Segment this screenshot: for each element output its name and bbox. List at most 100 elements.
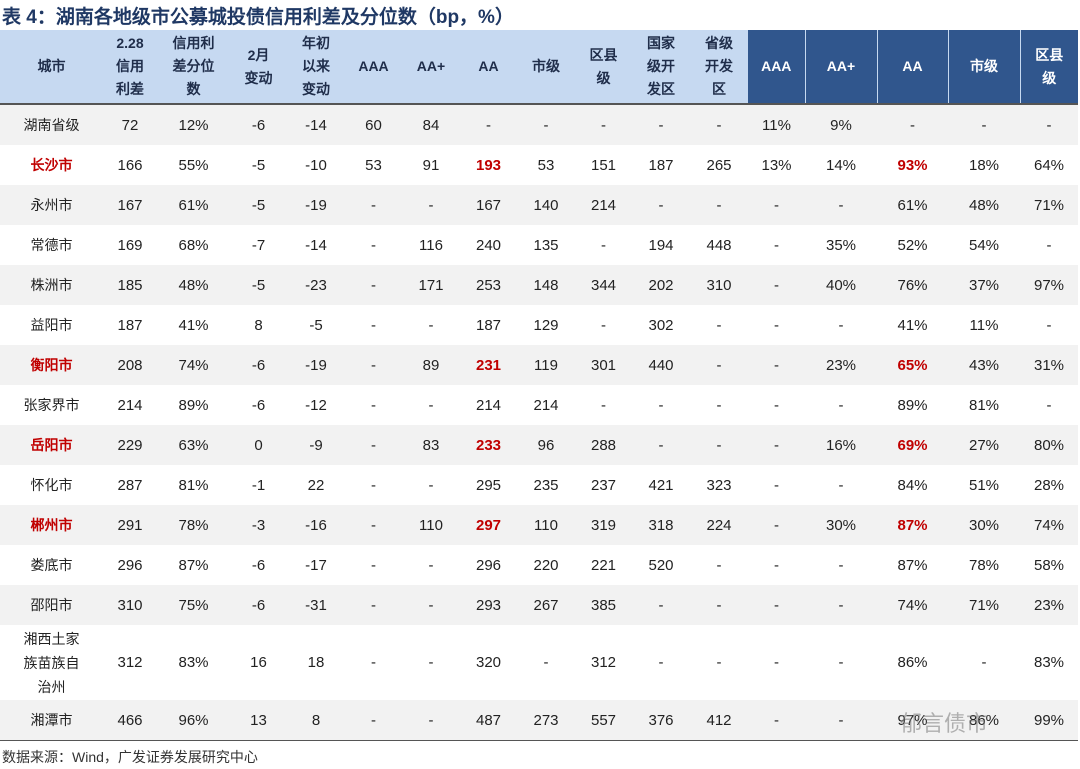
value-cell: 110 (402, 505, 460, 545)
value-cell: 91 (422, 156, 440, 174)
column-header: AA+ (804, 30, 877, 105)
value-cell: - (748, 185, 805, 225)
value-cell: -5 (251, 156, 266, 174)
value-cell: 8 (254, 316, 263, 334)
value-cell: 221 (590, 556, 617, 574)
value-cell: - (371, 476, 376, 494)
value-cell: 235 (533, 476, 559, 494)
city-cell: 株洲市 (0, 265, 103, 305)
value-cell: 97% (1020, 265, 1078, 305)
value-cell: 74% (157, 345, 230, 385)
value-cell: 31% (1020, 345, 1078, 385)
value-cell: -23 (287, 265, 345, 305)
city-cell: 益阳市 (30, 317, 73, 333)
column-header: 市级 (517, 30, 575, 105)
value-cell: 41% (897, 316, 928, 334)
value-cell: 16% (805, 425, 877, 465)
value-cell: 385 (575, 585, 632, 625)
value-cell: - (774, 556, 779, 574)
value-cell: 448 (706, 236, 732, 254)
value-cell: - (601, 236, 606, 254)
value-cell: -5 (230, 265, 287, 305)
value-cell: 110 (517, 505, 575, 545)
value-cell: 71% (1020, 185, 1078, 225)
value-cell: - (428, 556, 434, 574)
value-cell: 237 (590, 476, 617, 494)
value-cell: 69% (877, 425, 948, 465)
value-cell: -9 (287, 425, 345, 465)
value-cell: 54% (968, 236, 1000, 254)
value-cell: 83% (1033, 654, 1065, 671)
value-cell: - (658, 654, 664, 671)
value-cell: 63% (157, 425, 230, 465)
value-cell: - (690, 104, 748, 145)
value-cell: 214 (575, 185, 632, 225)
value-cell: -16 (287, 505, 345, 545)
value-cell: 320 (475, 654, 502, 671)
value-cell: - (428, 476, 434, 494)
value-cell: 229 (103, 425, 157, 465)
value-cell: 53 (537, 156, 555, 174)
value-cell: 23% (1020, 585, 1078, 625)
value-cell: 301 (575, 345, 632, 385)
value-cell: - (460, 104, 517, 145)
value-cell: 11% (748, 104, 805, 145)
source-note: 数据来源：Wind，广发证券发展研究中心 (2, 749, 258, 765)
column-header: AAA (345, 30, 402, 105)
value-cell: - (838, 316, 844, 334)
value-cell: 288 (575, 425, 632, 465)
value-cell: 30% (948, 505, 1020, 545)
value-cell: 224 (690, 505, 748, 545)
value-cell: - (428, 316, 434, 334)
value-cell: 187 (475, 316, 502, 334)
value-cell: 80% (1020, 425, 1078, 465)
value-cell: - (371, 316, 376, 334)
value-cell: 169 (117, 236, 143, 254)
value-cell: - (774, 654, 779, 671)
value-cell: 557 (575, 700, 632, 741)
value-cell: 22 (307, 476, 325, 494)
column-header: 区县 级 (575, 30, 632, 105)
value-cell: -14 (287, 104, 345, 145)
column-header: AA+ (402, 30, 460, 105)
value-cell: 140 (517, 185, 575, 225)
value-cell: - (632, 104, 690, 145)
value-cell: 187 (648, 156, 674, 174)
value-cell: 193 (475, 156, 502, 174)
value-cell: - (517, 104, 575, 145)
value-cell: - (543, 654, 549, 671)
value-cell: -14 (305, 236, 327, 254)
value-cell: 58% (1033, 556, 1065, 574)
value-cell: 466 (103, 700, 157, 741)
value-cell: 166 (117, 156, 143, 174)
city-cell: 湘潭市 (0, 700, 103, 741)
value-cell: 48% (948, 185, 1020, 225)
value-cell: -6 (251, 396, 266, 414)
value-cell: 60 (345, 104, 402, 145)
value-cell: - (774, 236, 779, 254)
value-cell: 81% (178, 476, 209, 494)
value-cell: 51% (968, 476, 1000, 494)
city-cell: 怀化市 (30, 477, 73, 493)
city-cell: 湘西土家 族苗族自 治州 (23, 630, 80, 695)
value-cell: 61% (877, 185, 948, 225)
value-cell: 323 (706, 476, 732, 494)
value-cell: - (1046, 396, 1052, 414)
value-cell: - (632, 585, 690, 625)
value-cell: - (774, 396, 779, 414)
column-header: 省级 开发 区 (690, 30, 748, 105)
value-cell: 185 (103, 265, 157, 305)
value-cell: 295 (475, 476, 502, 494)
column-header: 城市 (0, 30, 103, 105)
table-row: 长沙市 166 55% -5 -10 53 91 193 53 151 187 265 13% 14% 93… (0, 145, 1078, 185)
value-cell: 296 (475, 556, 502, 574)
table-title: 表 4：湖南各地级市公募城投债信用利差及分位数（bp，%） (2, 7, 514, 28)
value-cell: - (345, 265, 402, 305)
value-cell: 18 (307, 654, 325, 671)
column-header: 2月 变动 (230, 30, 287, 105)
value-cell: - (690, 425, 748, 465)
value-cell: 129 (533, 316, 559, 334)
value-cell: 194 (648, 236, 674, 254)
value-cell: 89 (402, 345, 460, 385)
